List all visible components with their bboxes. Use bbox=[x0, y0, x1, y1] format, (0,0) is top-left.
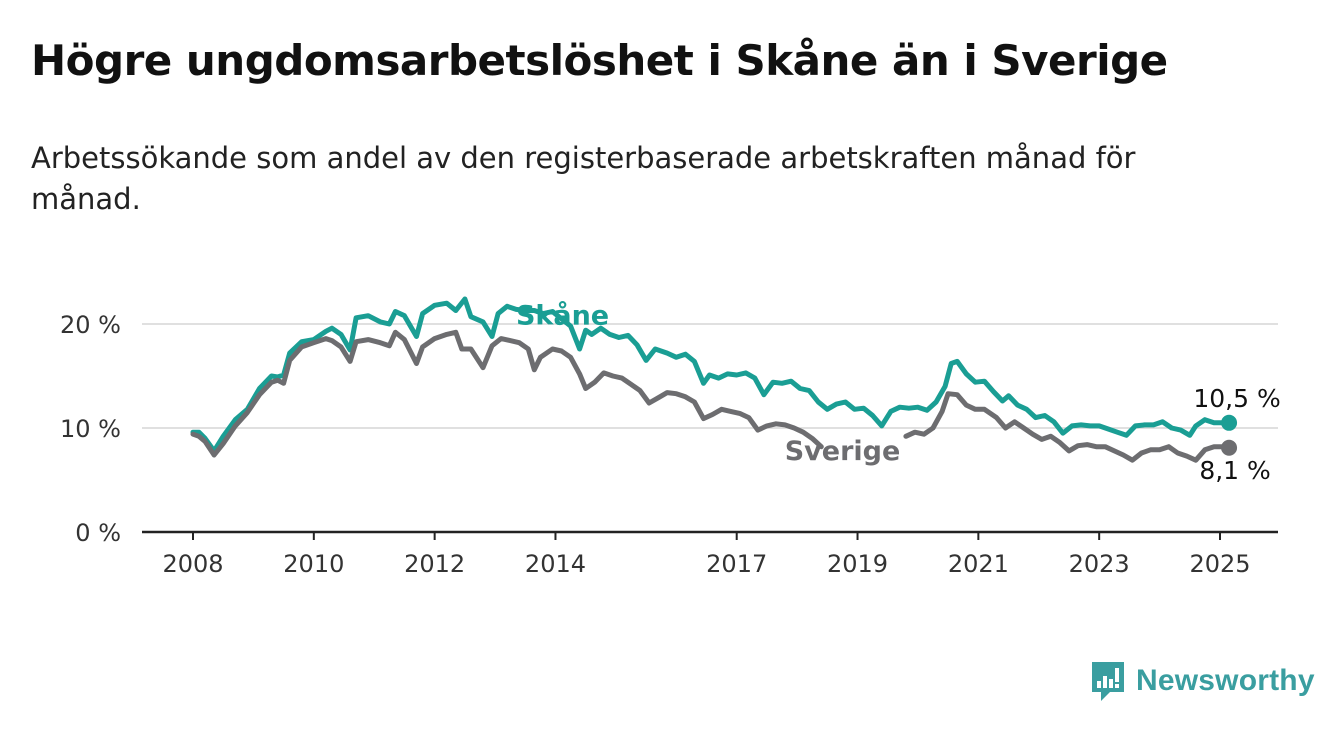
series-lines bbox=[190, 296, 1238, 463]
end-value-label-sverige: 8,1 % bbox=[1199, 456, 1270, 485]
x-tick-label: 2021 bbox=[948, 550, 1009, 578]
series-line-sverige-1 bbox=[903, 391, 1232, 463]
x-tick-label: 2023 bbox=[1069, 550, 1130, 578]
y-tick-label: 20 % bbox=[60, 311, 121, 339]
x-tick-label: 2012 bbox=[404, 550, 465, 578]
x-tick-label: 2019 bbox=[827, 550, 888, 578]
series-line-skne-0 bbox=[190, 296, 1232, 454]
data-labels: 10,5 % 8,1 % Skåne Sverige bbox=[516, 300, 1281, 485]
series-name-label: Sverige bbox=[785, 436, 901, 467]
x-tick-label: 2025 bbox=[1189, 550, 1250, 578]
end-point-marker bbox=[1221, 414, 1238, 431]
axes: 0 % 10 % 20 % 2008 2010 2012 2014 2017 2019 2021 2… bbox=[60, 311, 1278, 578]
brand-name: Newsworthy bbox=[1136, 664, 1315, 697]
y-tick-label: 10 % bbox=[60, 415, 121, 443]
newsworthy-logo: Newsworthy bbox=[1090, 660, 1315, 702]
series-line-sverige-0 bbox=[190, 329, 824, 458]
x-tick-label: 2014 bbox=[525, 550, 586, 578]
x-tick-label: 2010 bbox=[283, 550, 344, 578]
bar-chart-speech-bubble-icon bbox=[1092, 662, 1124, 701]
end-point-marker bbox=[1221, 439, 1238, 456]
line-chart: 0 % 10 % 20 % 2008 2010 2012 2014 2017 2019 2021 2… bbox=[60, 296, 1281, 578]
y-tick-label: 0 % bbox=[75, 519, 121, 547]
chart-title: Högre ungdomsarbetslöshet i Skåne än i S… bbox=[31, 36, 1168, 85]
x-tick-label: 2017 bbox=[706, 550, 767, 578]
chart-subtitle: Arbetssökande som andel av den registerb… bbox=[31, 141, 1136, 216]
x-tick-label: 2008 bbox=[162, 550, 223, 578]
end-value-label-skane: 10,5 % bbox=[1193, 384, 1280, 413]
series-name-label: Skåne bbox=[516, 300, 609, 332]
